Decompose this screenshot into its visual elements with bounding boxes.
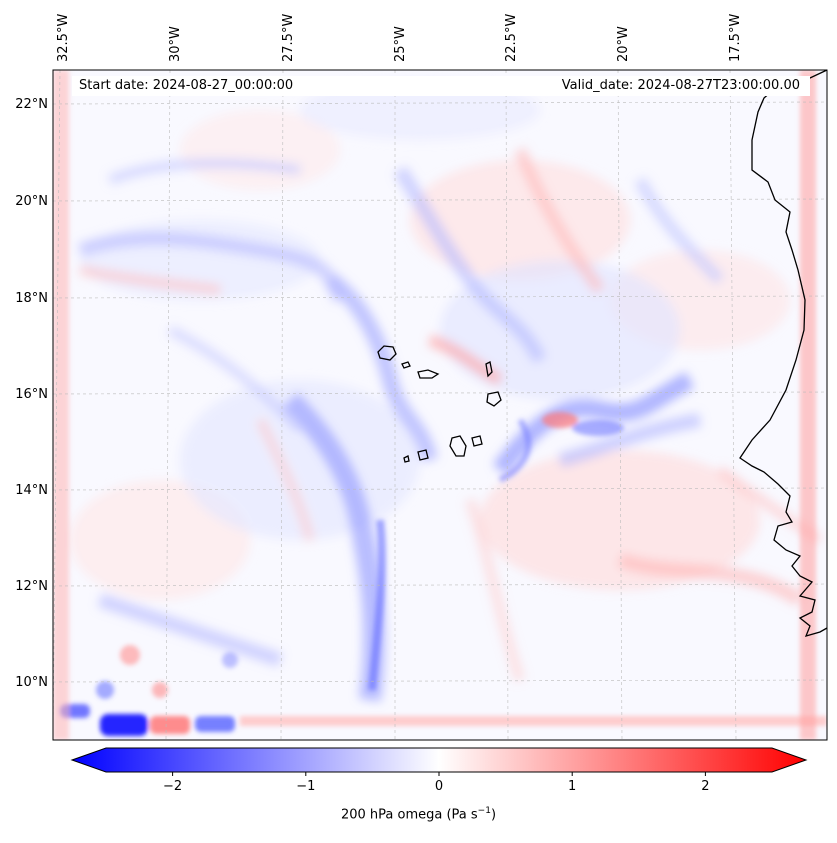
latitude-label: 18°N: [15, 291, 48, 306]
colorbar-title-suffix: ): [490, 807, 497, 823]
colorbar-body: [70, 747, 808, 773]
island-santiago: [449, 435, 467, 457]
island-maio: [471, 435, 483, 447]
coastlines: [377, 69, 828, 637]
latitude-label: 22°N: [15, 97, 48, 112]
longitude-label: 30°W: [168, 26, 183, 62]
colorbar-title: 200 hPa omega (Pa s−1): [0, 806, 837, 822]
colorbar-title-exponent: −1: [477, 806, 491, 816]
latitude-label: 12°N: [15, 579, 48, 594]
colorbar-tick-label: −2: [163, 779, 183, 794]
longitude-label: 27.5°W: [281, 13, 296, 62]
longitude-label: 17.5°W: [728, 13, 743, 62]
island-sal: [485, 361, 493, 378]
colorbar-tick-label: −1: [296, 779, 316, 794]
colorbar-title-text: 200 hPa omega (Pa s: [340, 807, 478, 823]
colorbar-ticks: [172, 772, 706, 776]
latitude-label: 10°N: [15, 675, 48, 690]
island-brava: [403, 455, 410, 463]
colorbar-tick-label: 2: [701, 779, 710, 794]
longitude-label: 22.5°W: [504, 13, 519, 62]
latitude-label: 14°N: [15, 483, 48, 498]
colorbar-tick-label: 0: [434, 779, 444, 794]
omega-field-detail: [53, 70, 827, 740]
omega-field: [53, 70, 827, 740]
island-sao-vicente: [401, 361, 411, 369]
longitude-label: 25°W: [393, 26, 408, 62]
longitude-label: 20°W: [616, 26, 631, 62]
latitude-label: 16°N: [15, 387, 48, 402]
latitude-label: 20°N: [15, 194, 48, 209]
header-band: [72, 76, 810, 96]
colorbar: [70, 747, 808, 776]
colorbar-tick-label: 1: [568, 779, 577, 794]
longitude-label: 32.5°W: [56, 13, 71, 62]
island-boa-vista: [486, 391, 502, 407]
graticule: [53, 70, 827, 740]
island-sao-nicolau: [417, 369, 440, 379]
africa-coastline: [739, 69, 828, 637]
island-fogo: [417, 449, 429, 461]
map-frame: [52, 69, 828, 741]
valid-date-label: Valid_date: 2024-08-27T23:00:00.00: [561, 78, 800, 93]
start-date-label: Start date: 2024-08-27_00:00:00: [79, 78, 294, 93]
island-santo-antao: [377, 345, 397, 361]
omega-field-smooth: [70, 80, 823, 702]
